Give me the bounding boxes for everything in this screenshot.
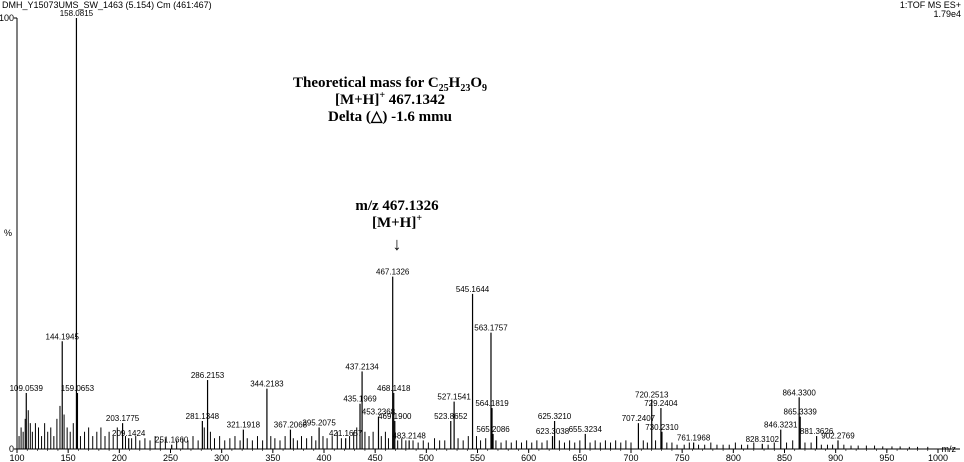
- peak-label: 729.2404: [644, 399, 678, 408]
- peak-label: 761.1968: [677, 434, 711, 443]
- peak-label: 865.3339: [784, 408, 818, 417]
- x-tick-label: 800: [726, 453, 741, 462]
- x-tick-label: 650: [572, 453, 587, 462]
- x-tick-label: 500: [419, 453, 434, 462]
- x-tick-label: 400: [316, 453, 331, 462]
- peak-label: 545.1644: [456, 285, 490, 294]
- theoretical-ion-line: [M+H]+ 467.1342: [334, 90, 446, 109]
- peak-label: 251.1660: [155, 436, 189, 445]
- peak-label: 435.1969: [343, 395, 377, 404]
- peak-label: 655.3234: [569, 425, 603, 434]
- x-tick-label: 900: [828, 453, 843, 462]
- x-tick-label: 250: [163, 453, 178, 462]
- peak-label: 467.1326: [376, 268, 410, 277]
- peak-label: 367.2068: [274, 421, 308, 430]
- peak-label: 469.1900: [378, 412, 412, 421]
- peak-label: 158.0815: [60, 9, 94, 18]
- peak-label: 902.2769: [821, 431, 855, 440]
- x-tick-label: 450: [368, 453, 383, 462]
- observed-mz-line: m/z 467.1326: [355, 198, 439, 214]
- peak-label: 565.2086: [476, 425, 510, 434]
- peak-arrow-icon: ↓: [392, 234, 402, 254]
- peak-label: 203.1775: [106, 414, 140, 423]
- theoretical-formula-line: Theoretical mass for C25H23O9: [292, 75, 487, 94]
- peak-label: 159.0653: [61, 384, 95, 393]
- peak-label: 421.1657: [329, 429, 363, 438]
- peak-label: 209.1424: [112, 429, 146, 438]
- peak-label: 437.2134: [345, 362, 379, 371]
- x-tick-label: 600: [521, 453, 536, 462]
- y-tick-label: 100: [0, 13, 14, 23]
- peak-label: 109.0539: [10, 384, 44, 393]
- peak-label: 864.3300: [782, 388, 816, 397]
- x-tick-label: 750: [675, 453, 690, 462]
- peak-label: 321.1918: [227, 421, 261, 430]
- peak-label: 527.1541: [437, 393, 471, 402]
- peak-label: 730.2310: [645, 423, 679, 432]
- peak-label: 846.3231: [764, 421, 798, 430]
- x-tick-label: 300: [214, 453, 229, 462]
- x-tick-label: 100: [9, 453, 24, 462]
- y-tick-label: 0: [9, 444, 14, 454]
- x-tick-label: 950: [879, 453, 894, 462]
- peak-label: 828.3102: [746, 435, 780, 444]
- x-tick-label: 1000: [928, 453, 948, 462]
- observed-ion-line: [M+H]+: [371, 213, 423, 232]
- peak-label: 720.2513: [635, 390, 669, 399]
- x-tick-label: 550: [470, 453, 485, 462]
- peak-label: 563.1757: [474, 324, 508, 333]
- peak-label: 625.3210: [538, 412, 572, 421]
- peak-label: 707.2407: [622, 414, 656, 423]
- intensity-header: 1.79e4: [933, 9, 961, 19]
- peak-label: 564.1819: [475, 399, 509, 408]
- mode-header: 1:TOF MS ES+: [899, 0, 961, 10]
- peak-label: 453.2368: [362, 408, 396, 417]
- x-tick-label: 850: [777, 453, 792, 462]
- x-tick-label: 350: [265, 453, 280, 462]
- y-axis-label: %: [4, 228, 12, 238]
- peak-label: 468.1418: [377, 384, 411, 393]
- delta-line: Delta (△) -1.6 mmu: [327, 109, 452, 125]
- peak-label: 483.2148: [392, 431, 426, 440]
- sample-header: DMH_Y15073UMS_SW_1463 (5.154) Cm (461:46…: [2, 0, 212, 10]
- peak-label: 623.3038: [536, 427, 570, 436]
- x-tick-label: 700: [623, 453, 638, 462]
- theoretical-mass-annotation: Theoretical mass for C25H23O9 [M+H]+ 467…: [240, 75, 540, 126]
- observed-peak-annotation: m/z 467.1326 [M+H]+ ↓: [297, 198, 497, 256]
- peak-label: 281.1348: [186, 412, 220, 421]
- x-tick-label: 200: [112, 453, 127, 462]
- x-tick-label: 150: [61, 453, 76, 462]
- peak-label: 344.2183: [250, 380, 284, 389]
- peak-label: 523.8652: [434, 412, 468, 421]
- x-axis-label: m/z: [942, 444, 957, 454]
- peak-label: 395.2075: [302, 418, 336, 427]
- peak-label: 286.2153: [191, 371, 225, 380]
- peak-label: 144.1945: [46, 332, 80, 341]
- peak-label: 881.3626: [800, 427, 834, 436]
